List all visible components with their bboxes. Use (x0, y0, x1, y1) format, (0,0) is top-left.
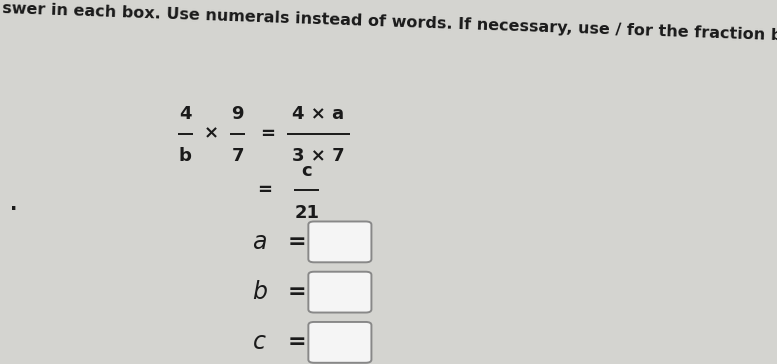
Text: 7: 7 (232, 147, 244, 165)
Text: ×: × (204, 124, 219, 143)
Text: $\mathit{c}$: $\mathit{c}$ (253, 331, 267, 355)
Text: $\mathit{b}$: $\mathit{b}$ (252, 280, 267, 304)
Text: $\mathit{a}$: $\mathit{a}$ (253, 230, 267, 254)
Text: swer in each box. Use numerals instead of words. If necessary, use / for the fra: swer in each box. Use numerals instead o… (2, 1, 777, 44)
Text: =: = (257, 181, 272, 199)
Text: b: b (179, 147, 192, 165)
Text: =: = (287, 282, 306, 302)
Text: 9: 9 (232, 105, 244, 123)
Text: =: = (287, 232, 306, 252)
Text: .: . (10, 195, 18, 214)
Text: 21: 21 (294, 204, 319, 222)
Text: =: = (287, 332, 306, 352)
FancyBboxPatch shape (308, 272, 371, 313)
FancyBboxPatch shape (308, 322, 371, 363)
Text: 4 × a: 4 × a (292, 105, 344, 123)
Text: c: c (301, 162, 312, 179)
Text: 3 × 7: 3 × 7 (292, 147, 344, 165)
FancyBboxPatch shape (308, 221, 371, 262)
Text: =: = (260, 124, 275, 143)
Text: 4: 4 (179, 105, 191, 123)
